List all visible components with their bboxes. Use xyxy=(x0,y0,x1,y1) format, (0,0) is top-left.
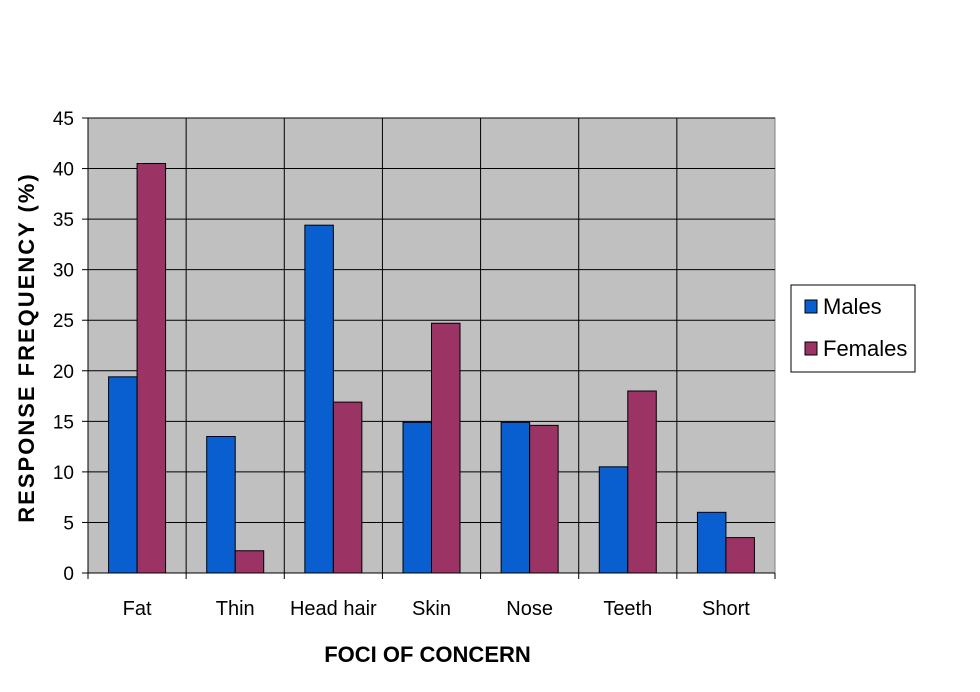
y-tick-labels: 0 5 10 15 20 25 30 35 40 45 xyxy=(53,109,74,585)
bar-females-nose xyxy=(529,424,559,574)
x-category-label: Thin xyxy=(216,598,255,620)
x-category-label: Short xyxy=(702,598,750,620)
y-axis-title: RESPONSE FREQUENCY (%) xyxy=(14,172,39,522)
bar-females-short xyxy=(725,537,755,574)
bar-males-fat xyxy=(108,376,138,574)
legend-swatch-males xyxy=(804,299,818,314)
y-tick-label: 30 xyxy=(53,261,74,282)
bar-males-nose xyxy=(500,421,531,574)
axes xyxy=(82,117,776,579)
bar-females-skin xyxy=(431,322,461,574)
bar-males-short xyxy=(696,511,727,574)
x-category-label: Teeth xyxy=(603,598,652,620)
bar-males-skin xyxy=(402,421,432,574)
bar-females-thin xyxy=(234,550,265,574)
y-tick-label: 35 xyxy=(53,210,74,231)
y-tick-label: 10 xyxy=(53,463,74,484)
x-category-label: Fat xyxy=(123,598,152,620)
legend-swatch-females xyxy=(804,341,818,356)
y-tick-label: 40 xyxy=(53,160,74,181)
x-category-label: Nose xyxy=(506,598,553,620)
bar-males-head-hair xyxy=(304,224,334,574)
y-tick-label: 15 xyxy=(53,412,74,433)
gridlines xyxy=(88,117,775,573)
bar-females-teeth xyxy=(627,390,657,574)
legend-label-females: Females xyxy=(823,336,907,361)
x-category-label: Head hair xyxy=(290,598,377,620)
bar-females-fat xyxy=(136,163,167,574)
y-tick-label: 0 xyxy=(63,564,74,585)
y-tick-label: 25 xyxy=(53,311,74,332)
x-category-label: Skin xyxy=(412,598,451,620)
bars xyxy=(108,163,755,574)
x-category-labels: Fat Thin Head hair Skin Nose Teeth Short xyxy=(123,598,751,620)
legend-label-males: Males xyxy=(823,294,882,319)
y-tick-label: 45 xyxy=(53,109,74,130)
bar-females-head-hair xyxy=(332,401,363,574)
x-axis-title: FOCI OF CONCERN xyxy=(324,642,531,667)
bar-males-thin xyxy=(206,436,236,574)
bar-males-teeth xyxy=(598,466,629,574)
y-tick-label: 5 xyxy=(63,513,74,534)
legend: Males Females xyxy=(790,284,916,373)
y-tick-label: 20 xyxy=(53,362,74,383)
